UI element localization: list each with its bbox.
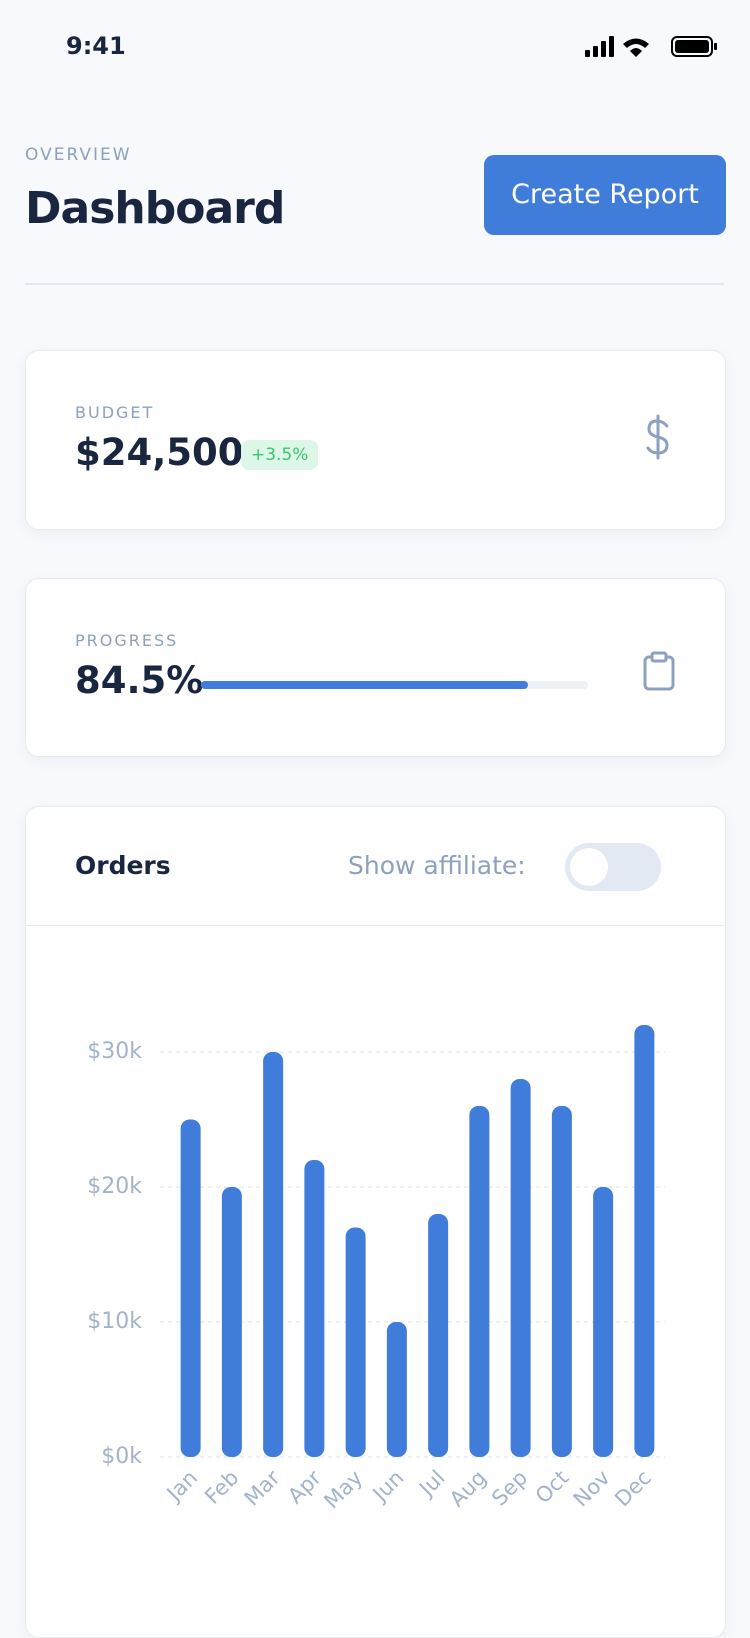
- bar: [386, 1322, 407, 1457]
- create-report-button[interactable]: Create Report: [484, 155, 726, 235]
- progress-label: PROGRESS: [75, 631, 179, 650]
- y-tick-label: $0k: [101, 1444, 142, 1469]
- x-tick-label: Jun: [367, 1466, 409, 1508]
- bar: [263, 1052, 284, 1457]
- page-title: Dashboard: [25, 183, 285, 234]
- x-tick-label: Jul: [413, 1466, 449, 1502]
- dollar-icon: [646, 414, 669, 460]
- status-icons: [585, 36, 717, 57]
- bar: [345, 1227, 366, 1457]
- bar: [551, 1106, 572, 1457]
- bar: [593, 1187, 614, 1457]
- x-tick-label: Sep: [487, 1466, 532, 1511]
- x-tick-label: Mar: [240, 1465, 285, 1510]
- y-tick-label: $30k: [87, 1039, 142, 1064]
- bar: [180, 1119, 201, 1457]
- toggle-label: Show affiliate:: [348, 851, 526, 880]
- clipboard-icon: [643, 651, 675, 691]
- x-tick-label: Apr: [283, 1465, 326, 1508]
- divider: [26, 925, 725, 926]
- overline: OVERVIEW: [25, 145, 132, 165]
- y-tick-label: $20k: [87, 1174, 142, 1199]
- x-tick-label: Nov: [569, 1466, 615, 1512]
- progress-fill: [201, 681, 528, 689]
- x-tick-label: Dec: [610, 1466, 656, 1512]
- bar: [634, 1025, 655, 1457]
- orders-title: Orders: [75, 851, 171, 880]
- budget-value: $24,500: [75, 431, 244, 474]
- progress-track: [201, 681, 588, 689]
- bar: [510, 1079, 531, 1457]
- bar: [221, 1187, 242, 1457]
- budget-badge: +3.5%: [241, 440, 319, 470]
- x-tick-label: Jan: [161, 1466, 202, 1507]
- progress-value: 84.5%: [75, 659, 204, 702]
- bar: [469, 1106, 490, 1457]
- x-tick-label: Aug: [445, 1466, 491, 1512]
- x-tick-label: May: [319, 1466, 367, 1514]
- x-tick-label: Oct: [531, 1466, 574, 1509]
- toggle-knob: [570, 848, 608, 886]
- y-tick-label: $10k: [87, 1309, 142, 1334]
- progress-card: PROGRESS 84.5%: [25, 578, 726, 757]
- bar: [428, 1214, 449, 1457]
- x-tick-label: Feb: [200, 1466, 243, 1509]
- budget-label: BUDGET: [75, 403, 155, 422]
- status-time: 9:41: [66, 32, 126, 60]
- divider: [25, 283, 724, 285]
- budget-card: BUDGET $24,500 +3.5%: [25, 350, 726, 530]
- bar: [304, 1160, 325, 1457]
- affiliate-toggle[interactable]: [565, 843, 661, 891]
